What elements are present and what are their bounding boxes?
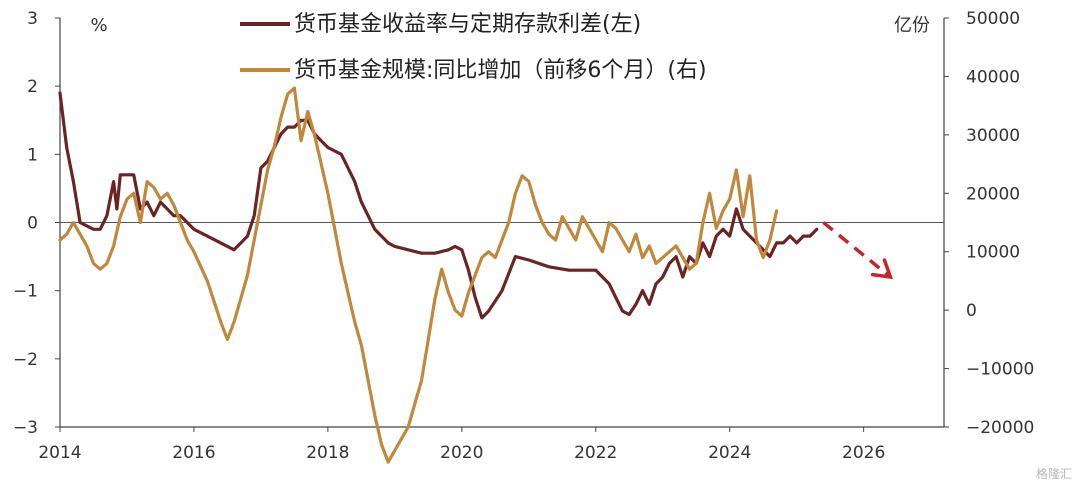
x-tick-label: 2020	[440, 443, 483, 463]
forecast-arrow-head	[870, 258, 894, 280]
right-tick-label: 40000	[966, 67, 1020, 87]
series-line-spread	[58, 91, 819, 320]
forecast-arrow	[822, 221, 894, 280]
right-tick-label: 30000	[966, 126, 1020, 146]
right-unit-label: 亿份	[894, 15, 930, 36]
legend: 货币基金收益率与定期存款利差(左) 货币基金规模:同比增加（前移6个月）(右)	[240, 12, 707, 83]
left-tick-label: −3	[13, 418, 38, 438]
right-tick-label: 20000	[966, 184, 1020, 204]
legend-label: 货币基金收益率与定期存款利差(左)	[294, 12, 641, 37]
legend-label: 货币基金规模:同比增加（前移6个月）(右)	[294, 58, 707, 83]
series-lines	[58, 86, 819, 464]
left-tick-label: −2	[13, 350, 38, 370]
x-tick-label: 2022	[574, 443, 617, 463]
right-tick-label: 0	[966, 301, 977, 321]
x-tick-label: 2016	[172, 443, 215, 463]
left-tick-label: 2	[27, 77, 38, 97]
watermark: 格隆汇	[1035, 467, 1072, 481]
x-tick-label: 2026	[842, 443, 885, 463]
x-tick-label: 2018	[306, 443, 349, 463]
x-tick-label: 2024	[708, 443, 751, 463]
left-unit-label: %	[90, 15, 107, 36]
right-tick-label: 50000	[966, 9, 1020, 29]
right-tick-label: −20000	[966, 418, 1034, 438]
x-tick-label: 2014	[38, 443, 81, 463]
left-tick-label: −1	[13, 282, 38, 302]
left-tick-label: 3	[27, 9, 38, 29]
left-tick-label: 0	[27, 214, 38, 234]
left-tick-label: 1	[27, 145, 38, 165]
forecast-arrow-shaft	[822, 221, 892, 279]
right-tick-label: 10000	[966, 243, 1020, 263]
series-line-fund-scale	[58, 86, 779, 464]
axes: 3 2 1 0 −1 −2 −3 50000 40000 30000 20000 10000 0 −100…	[13, 9, 1034, 463]
right-tick-label: −10000	[966, 360, 1034, 380]
